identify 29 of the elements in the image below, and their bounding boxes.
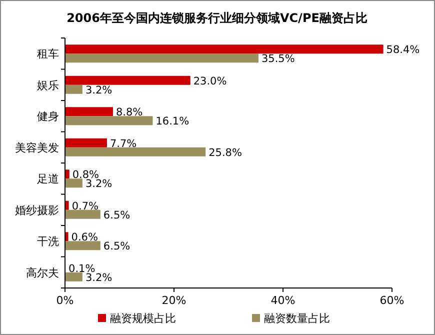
data-label: 3.2% [85, 272, 112, 284]
data-label: 6.5% [103, 240, 130, 253]
y-tick-label: 健身 [37, 110, 59, 124]
data-label: 0.7% [72, 200, 99, 212]
y-tick-label: 娱乐 [37, 78, 59, 92]
legend-label: 融资数量占比 [264, 312, 330, 325]
data-label: 0.6% [71, 232, 98, 244]
legend-label: 融资规模占比 [110, 312, 176, 325]
data-label: 25.8% [208, 146, 242, 159]
y-tick-label: 租车 [37, 48, 59, 61]
x-tick-label: 60% [380, 294, 404, 307]
data-label: 23.0% [193, 75, 227, 88]
data-label: 3.2% [85, 84, 112, 96]
chart-title: 2006年至今国内连锁服务行业细分领域VC/PE融资占比 [66, 11, 368, 25]
data-label: 3.2% [85, 178, 112, 190]
y-tick-label: 高尔夫 [26, 266, 59, 280]
data-label: 6.5% [103, 209, 130, 222]
y-tick-label: 足道 [37, 172, 59, 186]
x-tick-label: 40% [270, 294, 296, 307]
x-tick-label: 20% [162, 294, 186, 307]
data-label: 35.5% [261, 53, 295, 66]
data-label: 16.1% [156, 116, 190, 128]
x-tick-label: 0% [56, 294, 74, 307]
y-tick-label: 美容美发 [15, 141, 59, 154]
y-tick-label: 婚纱摄影 [15, 204, 59, 217]
data-label: 7.7% [110, 138, 137, 150]
data-label: 8.8% [116, 106, 143, 119]
data-label: 58.4% [386, 44, 420, 56]
y-tick-label: 干洗 [37, 235, 59, 248]
